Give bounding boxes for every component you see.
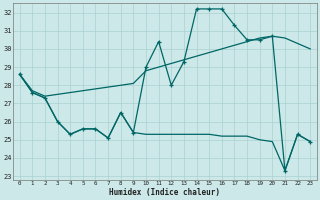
X-axis label: Humidex (Indice chaleur): Humidex (Indice chaleur) [109,188,220,197]
